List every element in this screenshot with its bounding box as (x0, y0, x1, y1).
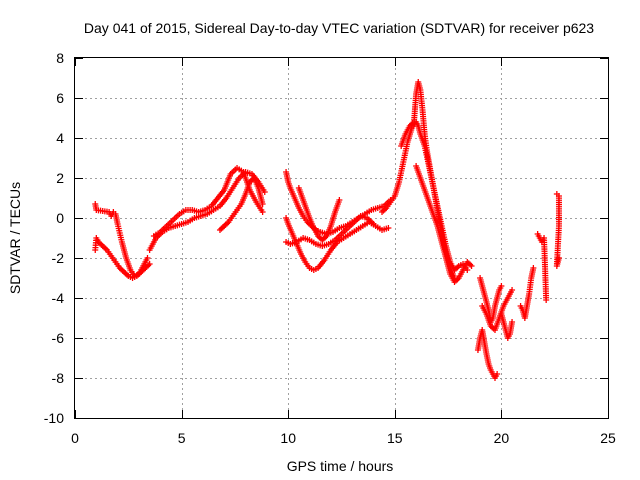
data-point (261, 189, 268, 195)
data-point (509, 287, 516, 293)
data-point (494, 371, 501, 377)
data-point (370, 221, 377, 227)
x-tick-label: 25 (600, 430, 616, 446)
x-tick-label: 5 (178, 430, 186, 446)
x-tick-label: 20 (494, 430, 510, 446)
x-tick-label: 15 (387, 430, 403, 446)
y-tick-label: -6 (52, 330, 65, 346)
data-point (385, 225, 392, 231)
y-tick-label: -10 (44, 410, 64, 426)
data-point (509, 319, 516, 325)
y-axis-label: SDTVAR / TECUs (7, 182, 23, 294)
y-tick-label: 6 (56, 90, 64, 106)
y-tick-label: 2 (56, 170, 64, 186)
data-point (259, 209, 266, 215)
x-tick-label: 10 (280, 430, 296, 446)
data-point (336, 197, 343, 203)
data-point (555, 255, 562, 261)
data-points (92, 79, 562, 381)
y-tick-label: -2 (52, 250, 65, 266)
data-point (468, 263, 475, 269)
data-point (543, 297, 550, 303)
plot-frame (74, 57, 609, 419)
data-point (498, 283, 505, 289)
data-point (144, 255, 151, 261)
x-tick-label: 0 (71, 430, 79, 446)
y-tick-label: 4 (56, 130, 64, 146)
data-point (146, 261, 153, 267)
data-point (259, 201, 266, 207)
y-tick-label: -4 (52, 290, 65, 306)
x-tick-labels: 0 5 10 15 20 25 (71, 430, 616, 446)
data-point (530, 265, 537, 271)
grid-lines (75, 58, 608, 418)
chart-title: Day 041 of 2015, Sidereal Day-to-day VTE… (84, 20, 594, 36)
x-axis-label: GPS time / hours (287, 458, 394, 474)
y-tick-label: -8 (52, 370, 65, 386)
y-tick-label: 0 (56, 210, 64, 226)
y-tick-label: 8 (56, 50, 64, 66)
y-tick-labels: -10 -8 -6 -4 -2 0 2 4 6 8 (44, 50, 64, 426)
